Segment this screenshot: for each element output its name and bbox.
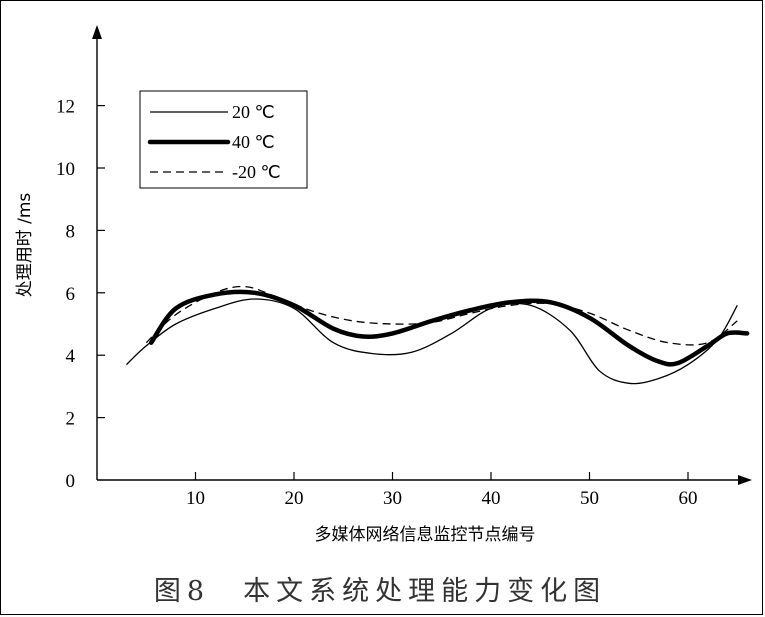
y-tick-label: 4 xyxy=(66,346,76,367)
x-axis-title: 多媒体网络信息监控节点编号 xyxy=(315,525,536,545)
series-line-2 xyxy=(148,289,750,367)
legend-box xyxy=(139,90,308,189)
series-layer xyxy=(126,285,750,385)
y-tick-label: 8 xyxy=(66,221,76,242)
x-tick-label: 30 xyxy=(383,488,402,509)
axes xyxy=(92,25,752,485)
legend: 20 ℃ 40 ℃ -20 ℃ xyxy=(139,90,308,189)
series-line-3 xyxy=(145,285,738,346)
ticks: 10 20 30 40 50 60 0 2 4 6 8 10 12 xyxy=(56,97,698,509)
y-tick-label: 2 xyxy=(66,409,76,430)
y-axis-title: 处理用时 /ms xyxy=(15,193,35,298)
y-tick-label: 10 xyxy=(56,159,75,180)
y-axis-arrow xyxy=(92,25,102,39)
x-tick-label: 60 xyxy=(679,488,698,509)
y-tick-label: 6 xyxy=(66,284,76,305)
x-tick-label: 50 xyxy=(580,488,599,509)
legend-label-2: 40 ℃ xyxy=(232,132,275,152)
legend-label-1: 20 ℃ xyxy=(232,102,275,122)
series-line-1 xyxy=(126,298,738,385)
x-tick-label: 10 xyxy=(186,488,205,509)
x-axis-arrow xyxy=(738,475,752,485)
y-tick-label: 12 xyxy=(56,97,75,118)
x-tick-label: 40 xyxy=(482,488,501,509)
figure-caption: 图8 本文系统处理能力变化图 xyxy=(154,576,606,607)
legend-label-3: -20 ℃ xyxy=(232,162,281,182)
x-tick-label: 20 xyxy=(285,488,304,509)
y-tick-label: 0 xyxy=(66,471,76,492)
